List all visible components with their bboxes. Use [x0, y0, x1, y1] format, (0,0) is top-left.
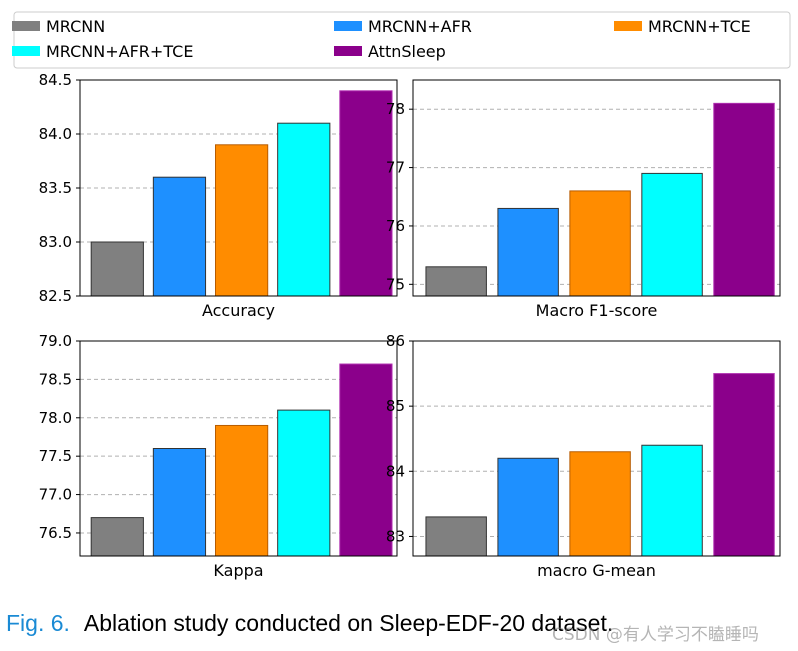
x-axis-label: Accuracy: [202, 301, 275, 320]
bar-mrcnn-afr-tce: [277, 409, 331, 557]
caption-text: Ablation study conducted on Sleep-EDF-20…: [83, 610, 614, 636]
y-tick-label: 84: [386, 462, 405, 480]
y-tick-label: 83.0: [39, 233, 72, 251]
y-tick-label: 86: [386, 332, 405, 350]
bar-mrcnn: [425, 266, 487, 297]
axes-frame: [79, 340, 398, 557]
bar-mrcnn-afr: [497, 457, 559, 557]
legend-label: MRCNN+AFR+TCE: [46, 42, 193, 61]
bar-attnsleep: [339, 90, 393, 297]
y-tick-label: 77: [386, 159, 405, 177]
bar-mrcnn-afr-tce: [641, 444, 703, 557]
y-tick-label: 82.5: [39, 287, 72, 305]
y-tick-label: 77.5: [39, 447, 72, 465]
legend-swatch: [12, 21, 40, 31]
bar-mrcnn-tce: [569, 451, 631, 557]
legend-swatch: [334, 21, 362, 31]
y-tick-label: 76.5: [39, 524, 72, 542]
bar-mrcnn-afr: [152, 448, 207, 557]
figure-caption: Fig. 6. Ablation study conducted on Sleep…: [6, 610, 613, 637]
y-tick-label: 76: [386, 217, 405, 235]
legend-swatch: [334, 46, 362, 56]
y-tick-label: 83: [386, 527, 405, 545]
x-axis-label: macro G-mean: [537, 561, 656, 580]
legend-label: MRCNN: [46, 17, 105, 36]
y-tick-label: 84.0: [39, 125, 72, 143]
bar-mrcnn-afr: [152, 176, 207, 297]
y-tick-label: 84.5: [39, 71, 72, 89]
legend-label: AttnSleep: [368, 42, 446, 61]
bar-attnsleep: [339, 363, 393, 557]
watermark: CSDN @有人学习不瞌睡吗: [552, 625, 759, 645]
axes-frame: [412, 340, 781, 557]
y-tick-label: 75: [386, 275, 405, 293]
y-tick-label: 78.5: [39, 370, 72, 388]
axes-frame: [412, 79, 781, 297]
bar-mrcnn-tce: [569, 190, 631, 297]
bar-mrcnn: [90, 241, 144, 297]
caption-figure-number: Fig. 6.: [6, 610, 70, 636]
x-axis-label: Kappa: [213, 561, 263, 580]
y-tick-label: 77.0: [39, 486, 72, 504]
y-tick-label: 78: [386, 100, 405, 118]
bar-mrcnn-afr: [497, 207, 559, 297]
bar-attnsleep: [713, 102, 775, 297]
bar-attnsleep: [713, 373, 775, 557]
legend-box: [13, 11, 791, 69]
legend-swatch: [614, 21, 642, 31]
bar-mrcnn: [425, 516, 487, 557]
y-tick-label: 83.5: [39, 179, 72, 197]
bar-mrcnn: [90, 517, 144, 557]
y-tick-label: 78.0: [39, 409, 72, 427]
y-tick-label: 79.0: [39, 332, 72, 350]
bar-mrcnn-tce: [215, 144, 269, 297]
y-tick-label: 85: [386, 397, 405, 415]
x-axis-label: Macro F1-score: [536, 301, 658, 320]
bar-mrcnn-afr-tce: [277, 122, 331, 297]
legend-swatch: [12, 46, 40, 56]
bar-mrcnn-afr-tce: [641, 172, 703, 297]
legend-label: MRCNN+AFR: [368, 17, 472, 36]
legend-label: MRCNN+TCE: [648, 17, 751, 36]
bar-mrcnn-tce: [215, 424, 269, 557]
axes-frame: [79, 79, 398, 297]
